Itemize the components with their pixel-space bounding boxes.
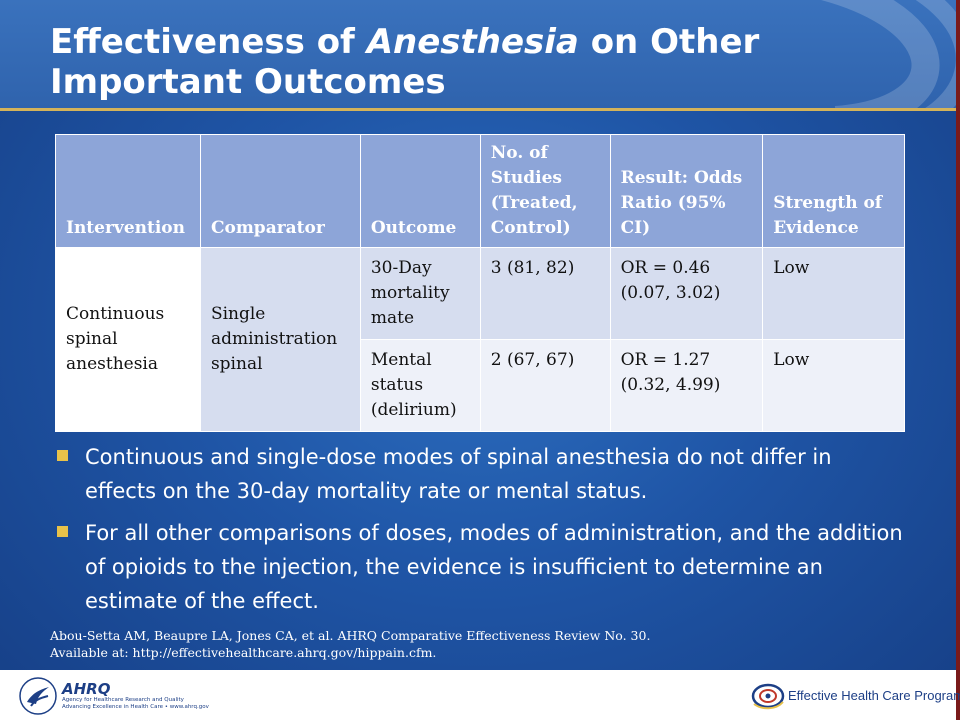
cell-outcome: 30-Day mortality mate — [359, 247, 481, 340]
ahrq-name: AHRQ — [62, 680, 111, 698]
cell-studies: 3 (81, 82) — [479, 247, 611, 340]
header-outcome: Outcome — [359, 134, 481, 248]
cell-result: OR = 1.27 (0.32, 4.99) — [609, 339, 764, 432]
decorative-swirl-icon — [820, 0, 956, 108]
slide-title: Effectiveness of Anesthesia on Other Imp… — [50, 22, 930, 102]
cell-result: OR = 0.46 (0.07, 3.02) — [609, 247, 764, 340]
ahrq-sub-line2: Advancing Excellence in Health Care • ww… — [62, 704, 209, 710]
effective-health-care-logo: Effective Health Care Program — [750, 680, 960, 712]
ehc-name: Effective Health Care Program — [788, 688, 960, 703]
title-part1: Effectiveness of — [50, 22, 367, 62]
bullet-text: For all other comparisons of doses, mode… — [85, 521, 903, 613]
title-rule — [0, 108, 956, 111]
ahrq-sub-line1: Agency for Healthcare Research and Quali… — [62, 697, 184, 703]
header-intervention: Intervention — [55, 134, 201, 248]
bullet-square-icon — [57, 526, 68, 537]
cell-outcome: Mental status (delirium) — [359, 339, 481, 432]
header-comparator: Comparator — [199, 134, 361, 248]
evidence-table: Intervention Comparator Outcome No. of S… — [55, 134, 905, 432]
footer-bar — [0, 670, 956, 720]
cell-intervention: Continuous spinal anesthesia — [55, 247, 201, 432]
title-part2: on Other Important Outcomes — [50, 22, 760, 102]
right-edge-bar — [956, 0, 960, 720]
bullet-text: Continuous and single-dose modes of spin… — [85, 445, 832, 503]
cell-studies: 2 (67, 67) — [479, 339, 611, 432]
citation-line2: Available at: http://effectivehealthcare… — [50, 645, 437, 660]
bullet-list: Continuous and single-dose modes of spin… — [55, 440, 905, 626]
header-result: Result: Odds Ratio (95% CI) — [609, 134, 764, 248]
cell-strength: Low — [762, 247, 905, 340]
cell-strength: Low — [762, 339, 905, 432]
citation: Abou-Setta AM, Beaupre LA, Jones CA, et … — [50, 627, 650, 661]
header-strength: Strength of Evidence — [762, 134, 905, 248]
ahrq-logo: AHRQ Agency for Healthcare Research and … — [62, 680, 209, 714]
table-header-row: Intervention Comparator Outcome No. of S… — [55, 134, 905, 248]
effective-health-care-logo-icon — [751, 683, 785, 710]
cell-comparator: Single administration spinal — [199, 247, 361, 432]
ahrq-subtitle: Agency for Healthcare Research and Quali… — [62, 697, 209, 711]
table-row: Continuous spinal anesthesia Single admi… — [55, 247, 905, 432]
citation-line1: Abou-Setta AM, Beaupre LA, Jones CA, et … — [50, 628, 651, 643]
bullet-square-icon — [57, 450, 68, 461]
title-band — [0, 0, 956, 108]
bullet-item: For all other comparisons of doses, mode… — [55, 516, 905, 618]
title-italic: Anesthesia — [366, 22, 579, 62]
header-studies: No. of Studies (Treated, Control) — [479, 134, 611, 248]
hhs-eagle-icon — [19, 677, 57, 715]
bullet-item: Continuous and single-dose modes of spin… — [55, 440, 905, 508]
table-row: Mental status (delirium) 2 (67, 67) OR =… — [56, 339, 905, 432]
